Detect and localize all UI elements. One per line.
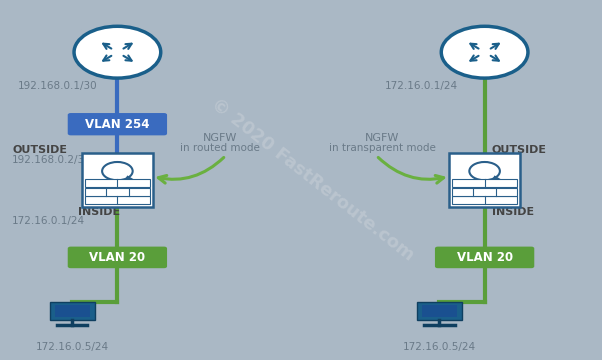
- Circle shape: [102, 162, 132, 180]
- FancyBboxPatch shape: [452, 179, 518, 187]
- Text: 172.16.0.1/24: 172.16.0.1/24: [12, 216, 85, 226]
- FancyBboxPatch shape: [84, 196, 150, 204]
- FancyBboxPatch shape: [449, 153, 520, 207]
- FancyBboxPatch shape: [417, 302, 462, 320]
- Circle shape: [441, 26, 528, 78]
- FancyBboxPatch shape: [82, 153, 153, 207]
- FancyBboxPatch shape: [435, 247, 535, 268]
- FancyBboxPatch shape: [84, 179, 150, 187]
- Text: VLAN 20: VLAN 20: [456, 251, 513, 264]
- Text: OUTSIDE: OUTSIDE: [12, 145, 67, 156]
- FancyBboxPatch shape: [68, 113, 167, 135]
- Text: 192.168.0.1/30: 192.168.0.1/30: [18, 81, 98, 91]
- Text: NGFW: NGFW: [202, 132, 237, 143]
- Text: 172.16.0.5/24: 172.16.0.5/24: [36, 342, 109, 352]
- Text: NGFW: NGFW: [365, 132, 400, 143]
- Text: 192.168.0.2/30: 192.168.0.2/30: [12, 155, 92, 165]
- Text: VLAN 20: VLAN 20: [89, 251, 146, 264]
- Text: © 2020 FastReroute.com: © 2020 FastReroute.com: [208, 95, 418, 265]
- Text: 172.16.0.1/24: 172.16.0.1/24: [385, 81, 458, 91]
- Circle shape: [470, 162, 500, 180]
- Text: INSIDE: INSIDE: [492, 207, 534, 217]
- FancyBboxPatch shape: [452, 188, 518, 195]
- FancyBboxPatch shape: [84, 188, 150, 195]
- FancyBboxPatch shape: [55, 305, 90, 318]
- Text: INSIDE: INSIDE: [78, 207, 120, 217]
- Text: VLAN 254: VLAN 254: [85, 118, 150, 131]
- Text: OUTSIDE: OUTSIDE: [492, 145, 547, 156]
- FancyBboxPatch shape: [452, 196, 518, 204]
- Circle shape: [74, 26, 161, 78]
- Text: in transparent mode: in transparent mode: [329, 143, 436, 153]
- Text: 172.16.0.5/24: 172.16.0.5/24: [403, 342, 476, 352]
- Text: in routed mode: in routed mode: [180, 143, 259, 153]
- FancyBboxPatch shape: [422, 305, 457, 318]
- FancyBboxPatch shape: [68, 247, 167, 268]
- FancyBboxPatch shape: [50, 302, 95, 320]
